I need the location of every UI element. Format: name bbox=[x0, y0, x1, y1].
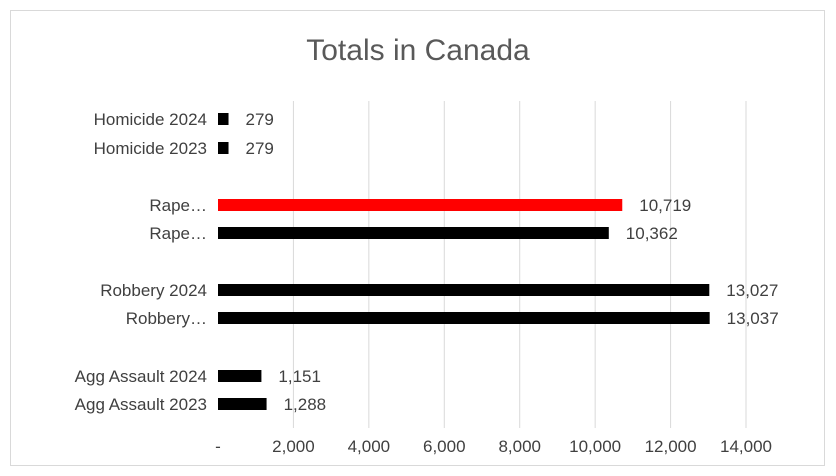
x-tick-label: 12,000 bbox=[645, 437, 697, 456]
category-label: Rape… bbox=[149, 196, 207, 215]
x-tick-label: 14,000 bbox=[720, 437, 772, 456]
bar-5 bbox=[218, 312, 710, 324]
x-tick-label: 10,000 bbox=[569, 437, 621, 456]
gridlines bbox=[292, 101, 747, 428]
bar-0 bbox=[218, 113, 229, 125]
chart-title: Totals in Canada bbox=[306, 34, 530, 67]
data-label: 1,151 bbox=[278, 367, 321, 386]
bars bbox=[218, 113, 710, 410]
data-label: 13,027 bbox=[726, 281, 778, 300]
x-tick-label: 2,000 bbox=[272, 437, 315, 456]
bar-3 bbox=[218, 227, 609, 239]
category-label: Homicide 2024 bbox=[94, 110, 207, 129]
bar-7 bbox=[218, 398, 267, 410]
x-tick-label: 8,000 bbox=[498, 437, 541, 456]
x-axis-ticks: - 2,000 4,000 6,000 8,000 10,000 12,000 14,000 bbox=[215, 437, 772, 456]
category-label: Agg Assault 2024 bbox=[75, 367, 207, 386]
x-tick-label: - bbox=[215, 437, 221, 456]
x-tick-label: 6,000 bbox=[423, 437, 466, 456]
category-label: Homicide 2023 bbox=[94, 139, 207, 158]
bar-6 bbox=[218, 370, 262, 382]
category-label: Robbery… bbox=[126, 309, 207, 328]
data-label: 10,719 bbox=[639, 196, 691, 215]
bar-4 bbox=[218, 284, 710, 296]
data-label: 13,037 bbox=[727, 309, 779, 328]
x-tick-label: 4,000 bbox=[348, 437, 391, 456]
category-label: Robbery 2024 bbox=[100, 281, 207, 300]
data-label: 10,362 bbox=[626, 224, 678, 243]
bar-1 bbox=[218, 142, 229, 154]
data-label: 279 bbox=[246, 110, 274, 129]
data-label: 279 bbox=[246, 139, 274, 158]
data-labels: 279 279 10,719 10,362 13,027 13,037 1,151 1,288 bbox=[246, 110, 779, 414]
category-labels: Homicide 2024 Homicide 2023 Rape… Rape… Robb… bbox=[75, 110, 207, 414]
category-label: Agg Assault 2023 bbox=[75, 395, 207, 414]
data-label: 1,288 bbox=[284, 395, 327, 414]
bar-2 bbox=[218, 199, 623, 211]
category-label: Rape… bbox=[149, 224, 207, 243]
